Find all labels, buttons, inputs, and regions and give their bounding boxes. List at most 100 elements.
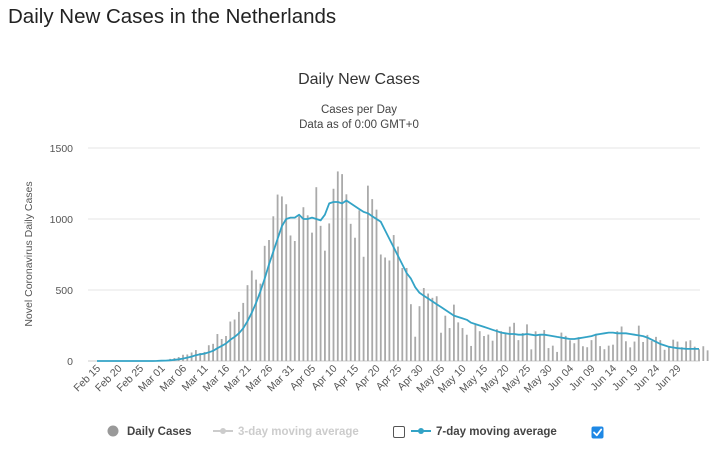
daily-case-bar[interactable] <box>607 345 610 361</box>
daily-case-bar[interactable] <box>336 171 339 361</box>
daily-case-bar[interactable] <box>302 207 305 361</box>
daily-case-bar[interactable] <box>410 304 412 361</box>
daily-case-bar[interactable] <box>513 322 515 361</box>
daily-case-bar[interactable] <box>457 322 460 361</box>
daily-case-bar[interactable] <box>272 216 275 361</box>
legend-item-daily-cases[interactable]: Daily Cases <box>107 425 192 439</box>
daily-case-bar[interactable] <box>422 288 425 361</box>
daily-case-bar[interactable] <box>526 324 528 361</box>
daily-case-bar[interactable] <box>680 347 683 361</box>
daily-case-bar[interactable] <box>689 340 692 361</box>
daily-case-bar[interactable] <box>650 340 653 361</box>
daily-case-bar[interactable] <box>233 319 236 361</box>
daily-case-bar[interactable] <box>560 332 563 361</box>
daily-case-bar[interactable] <box>642 341 644 361</box>
daily-case-bar[interactable] <box>414 336 417 361</box>
daily-case-bar[interactable] <box>491 340 494 361</box>
daily-case-bar[interactable] <box>534 331 537 361</box>
daily-case-bar[interactable] <box>220 338 223 361</box>
daily-case-bar[interactable] <box>603 349 606 361</box>
checkbox-3-day-average[interactable] <box>393 426 405 438</box>
daily-case-bar[interactable] <box>698 349 700 361</box>
daily-case-bar[interactable] <box>530 349 533 361</box>
daily-case-bar[interactable] <box>259 283 262 361</box>
daily-case-bar[interactable] <box>285 204 288 361</box>
daily-case-bar[interactable] <box>504 333 507 361</box>
daily-case-bar[interactable] <box>539 335 541 361</box>
daily-case-bar[interactable] <box>693 346 696 361</box>
daily-case-bar[interactable] <box>663 349 666 361</box>
daily-case-bar[interactable] <box>203 351 206 361</box>
daily-case-bar[interactable] <box>354 237 356 361</box>
daily-case-bar[interactable] <box>500 331 503 361</box>
daily-case-bar[interactable] <box>659 340 662 361</box>
daily-case-bar[interactable] <box>298 216 300 361</box>
daily-case-bar[interactable] <box>676 341 679 361</box>
daily-case-bar[interactable] <box>470 345 472 361</box>
daily-case-bar[interactable] <box>238 311 240 361</box>
daily-case-bar[interactable] <box>242 302 245 361</box>
daily-case-bar[interactable] <box>250 270 253 361</box>
daily-case-bar[interactable] <box>289 235 292 361</box>
daily-case-bar[interactable] <box>702 346 705 361</box>
daily-case-bar[interactable] <box>577 337 580 361</box>
daily-case-bar[interactable] <box>281 196 283 361</box>
daily-case-bar[interactable] <box>341 174 343 361</box>
legend-item-7-day-average[interactable]: 7-day moving average <box>411 426 557 438</box>
daily-case-bar[interactable] <box>586 347 589 361</box>
daily-case-bar[interactable] <box>212 343 214 361</box>
daily-case-bar[interactable] <box>590 340 593 361</box>
daily-case-bar[interactable] <box>375 209 378 361</box>
daily-case-bar[interactable] <box>633 341 636 361</box>
daily-case-bar[interactable] <box>556 351 558 361</box>
daily-case-bar[interactable] <box>324 250 326 361</box>
daily-case-bar[interactable] <box>637 325 640 361</box>
daily-case-bar[interactable] <box>483 336 485 361</box>
daily-case-bar[interactable] <box>349 223 352 361</box>
daily-case-bar[interactable] <box>444 315 447 361</box>
daily-case-bar[interactable] <box>384 257 386 361</box>
daily-case-bar[interactable] <box>625 341 627 361</box>
daily-case-bar[interactable] <box>629 347 632 361</box>
daily-case-bar[interactable] <box>508 326 511 361</box>
daily-case-bar[interactable] <box>263 245 266 361</box>
daily-case-bar[interactable] <box>461 328 464 361</box>
daily-case-bar[interactable] <box>543 330 546 361</box>
daily-case-bar[interactable] <box>564 335 567 361</box>
daily-case-bar[interactable] <box>478 331 481 361</box>
daily-case-bar[interactable] <box>612 344 614 361</box>
daily-case-bar[interactable] <box>306 215 309 361</box>
seven-day-average-line[interactable] <box>97 199 699 362</box>
daily-case-bar[interactable] <box>668 347 670 361</box>
daily-case-bar[interactable] <box>315 187 318 361</box>
daily-case-bar[interactable] <box>371 199 374 361</box>
daily-case-bar[interactable] <box>465 334 468 361</box>
daily-case-bar[interactable] <box>328 223 331 361</box>
daily-case-bar[interactable] <box>551 345 554 361</box>
daily-case-bar[interactable] <box>401 267 404 361</box>
daily-case-bar[interactable] <box>379 254 382 362</box>
daily-case-bar[interactable] <box>358 210 361 361</box>
daily-case-bar[interactable] <box>474 324 477 361</box>
daily-case-bar[interactable] <box>311 232 313 361</box>
daily-case-bar[interactable] <box>655 336 657 361</box>
daily-case-bar[interactable] <box>345 194 348 361</box>
daily-case-bar[interactable] <box>367 185 369 361</box>
daily-case-bar[interactable] <box>246 285 249 361</box>
daily-case-bar[interactable] <box>397 246 399 361</box>
daily-case-bar[interactable] <box>229 321 232 361</box>
daily-case-bar[interactable] <box>547 348 550 361</box>
daily-case-bar[interactable] <box>440 332 442 361</box>
daily-case-bar[interactable] <box>487 334 490 361</box>
daily-case-bar[interactable] <box>620 326 623 361</box>
daily-case-bar[interactable] <box>517 340 520 361</box>
daily-case-bar[interactable] <box>521 333 524 361</box>
daily-case-bar[interactable] <box>405 267 408 361</box>
daily-case-bar[interactable] <box>268 240 270 361</box>
daily-case-bar[interactable] <box>573 343 576 361</box>
daily-case-bar[interactable] <box>199 353 202 361</box>
daily-case-bar[interactable] <box>706 350 709 361</box>
daily-case-bar[interactable] <box>319 225 322 361</box>
daily-case-bar[interactable] <box>435 296 438 361</box>
legend-item-3-day-average[interactable]: 3-day moving average <box>213 426 359 438</box>
